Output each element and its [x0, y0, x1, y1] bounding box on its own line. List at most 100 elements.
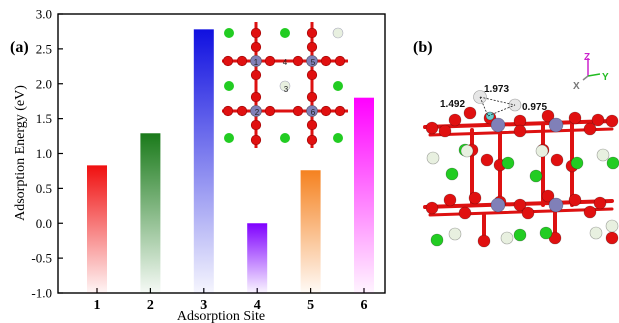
metal-atom: [548, 197, 564, 213]
hydrogen-atom: [426, 151, 440, 165]
bar-site-3: [193, 29, 214, 293]
inset-calcium-atom: [224, 133, 234, 143]
oxygen-atom: [583, 122, 597, 136]
inset-site-label: 4: [283, 58, 288, 67]
metal-atom: [548, 117, 564, 133]
inset-oxygen-atom: [334, 105, 346, 117]
inset-oxygen-atom: [306, 41, 318, 53]
oxygen-atom: [463, 106, 477, 120]
bar-site-4: [247, 223, 268, 293]
y-axis-title: Adsorption Energy (eV): [13, 85, 28, 221]
oxygen-atom: [591, 113, 605, 127]
x-axis-line: [582, 75, 589, 81]
calcium-atom: [430, 233, 444, 247]
x-tick-label: 6: [361, 298, 368, 313]
distance-line: [487, 104, 516, 117]
inset-oxygen-atom: [222, 105, 234, 117]
inset-oxygen-atom: [320, 105, 332, 117]
inset-calcium-atom: [224, 81, 234, 91]
metal-atom: [490, 117, 506, 133]
y-tick-label: 1.5: [36, 111, 52, 126]
oxygen-atom: [425, 121, 439, 135]
oxygen-atom: [477, 234, 491, 248]
calcium-atom: [445, 167, 459, 181]
x-tick-label: 4: [254, 298, 261, 313]
inset-oxygen-atom: [236, 55, 248, 67]
y-tick-label: -1.0: [31, 286, 52, 301]
inset-oxygen-atom: [306, 69, 318, 81]
inset-oxygen-atom: [320, 55, 332, 67]
oxygen-atom: [541, 189, 555, 203]
y-tick-label: -0.5: [31, 251, 52, 266]
inset-oxygen-atom: [306, 27, 318, 39]
oxygen-atom: [468, 191, 482, 205]
inset-oxygen-atom: [250, 119, 262, 131]
oxygen-atom: [568, 111, 582, 125]
x-tick-label: 2: [147, 298, 154, 313]
oxygen-atom: [448, 113, 462, 127]
inset-oxygen-atom: [306, 91, 318, 103]
oxygen-atom: [550, 153, 564, 167]
calcium-atom: [539, 226, 553, 240]
oxygen-atom: [425, 201, 439, 215]
inset-oxygen-atom: [264, 105, 276, 117]
hydrogen-atom: [500, 231, 514, 245]
inset-oxygen-atom: [250, 41, 262, 53]
distance-label: 1.973: [484, 84, 509, 95]
plot-frame: [57, 13, 386, 294]
oxygen-atom: [541, 109, 555, 123]
bar-site-1: [87, 165, 107, 293]
x-tick-label: 3: [200, 298, 207, 313]
hydrogen-atom: [589, 226, 603, 240]
oxygen-atom: [521, 206, 535, 220]
y-tick-label: 2.5: [36, 41, 52, 56]
inset-calcium-atom: [224, 28, 234, 38]
bar-site-6: [354, 97, 374, 293]
calcium-atom: [529, 169, 543, 183]
inset-oxygen-atom: [306, 134, 318, 146]
crystal-structure: 1.492 1.973 0.975: [423, 84, 619, 248]
distance-line: [479, 96, 516, 106]
y-tick-label: 3.0: [36, 7, 52, 22]
hydrogen-atom: [460, 144, 474, 158]
inset-site-label: 1: [254, 58, 259, 67]
y-tick-label: 1.0: [36, 146, 52, 161]
hydrogen-atom: [448, 227, 462, 241]
calcium-atom: [606, 156, 619, 170]
inset-oxygen-atom: [264, 55, 276, 67]
y-axis-label: Y: [602, 72, 609, 83]
inset-calcium-atom: [333, 133, 343, 143]
inset-calcium-atom: [280, 133, 290, 143]
calcium-atom: [570, 156, 584, 170]
y-tick-label: 0.0: [36, 216, 52, 231]
hydrogen-atom: [535, 144, 549, 158]
distance-label: 0.975: [522, 102, 547, 113]
inset-oxygen-atom: [250, 134, 262, 146]
x-tick-label: 1: [94, 298, 101, 313]
bars: [87, 29, 374, 293]
oxygen-atom: [568, 193, 582, 207]
inset-oxygen-atom: [334, 55, 346, 67]
inset-hydrogen-atom: [279, 80, 291, 92]
inset-oxygen-atom: [250, 69, 262, 81]
oxygen-atom: [438, 124, 452, 138]
inset-oxygen-atom: [236, 105, 248, 117]
x-axis-title: Adsorption Site: [177, 309, 265, 323]
panel-a-label: (a): [10, 39, 29, 56]
panel-b-label: (b): [413, 39, 433, 56]
inset-metal-atom: [250, 105, 262, 117]
inset-oxygen-atom: [292, 105, 304, 117]
oxygen-atom: [583, 205, 597, 219]
bar-chart: -1.0 -0.5 0.0 0.5 1.0 1.5 2.0 2.5 3.0 1 2 3 4 5 6 Ads…: [13, 7, 386, 323]
bar-site-2: [140, 133, 161, 293]
y-tick-label: 2.0: [36, 76, 52, 91]
calcium-atom: [513, 228, 527, 242]
inset-lattice: 1 2 3 4 5 6: [222, 22, 348, 148]
inset-oxygen-atom: [250, 27, 262, 39]
inset-oxygen-atom: [292, 55, 304, 67]
inset-oxygen-atom: [250, 91, 262, 103]
hydrogen-atom: [596, 148, 610, 162]
oxygen-atom: [605, 231, 619, 245]
hydrogen-atom: [605, 219, 619, 233]
